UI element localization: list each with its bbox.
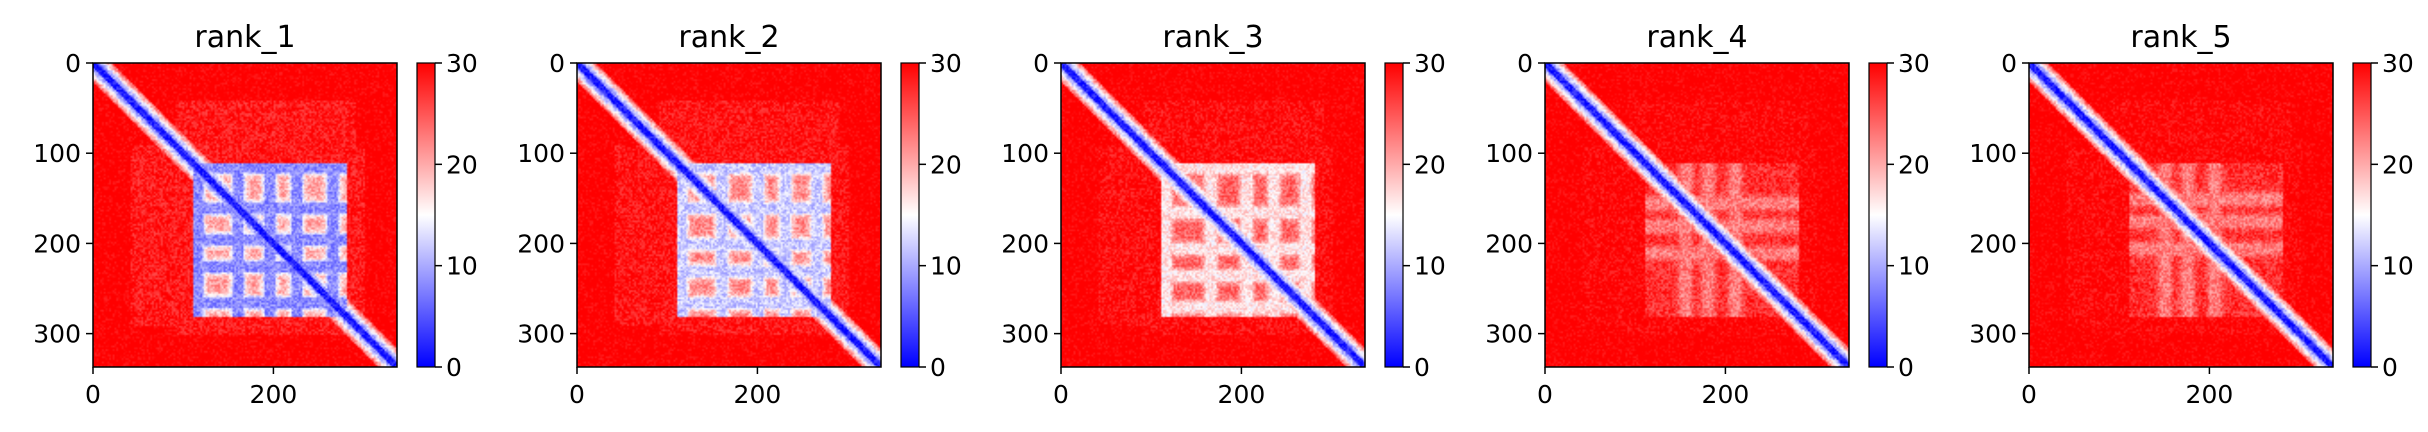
heatmap-frame xyxy=(576,62,882,368)
colorbar xyxy=(416,62,436,368)
x-tick-label: 0 xyxy=(1537,380,1553,409)
y-tick-label: 200 xyxy=(1485,229,1533,258)
colorbar xyxy=(900,62,920,368)
y-tick-label: 300 xyxy=(517,320,565,349)
colorbar xyxy=(1868,62,1888,368)
heatmap-image xyxy=(1545,63,1849,367)
heatmap-frame xyxy=(1060,62,1366,368)
colorbar-tick-label: 20 xyxy=(930,150,962,179)
x-tick-label: 0 xyxy=(569,380,585,409)
panel-rank_1: rank_1 0 100 200 300 0 200 0 10 20 30 xyxy=(33,20,478,409)
y-tick-label: 300 xyxy=(1485,320,1533,349)
colorbar-tick-label: 30 xyxy=(1898,49,1930,78)
heatmap-frame xyxy=(1544,62,1850,368)
colorbar-tick-label: 10 xyxy=(930,252,962,281)
y-tick-label: 100 xyxy=(517,139,565,168)
colorbar-tick-label: 0 xyxy=(1898,353,1914,382)
colorbar-tick-label: 30 xyxy=(2382,49,2414,78)
colorbar-tick-label: 30 xyxy=(1414,49,1446,78)
y-tick-label: 0 xyxy=(1033,49,1049,78)
colorbar xyxy=(1384,62,1404,368)
panel-title: rank_1 xyxy=(194,20,295,55)
heatmap-image xyxy=(2029,63,2333,367)
colorbar-tick-label: 0 xyxy=(930,353,946,382)
x-tick-label: 200 xyxy=(1702,380,1750,409)
y-tick-label: 0 xyxy=(2001,49,2017,78)
x-tick-label: 200 xyxy=(2186,380,2234,409)
panel-rank_2: rank_2 0 100 200 300 0 200 0 10 20 30 xyxy=(517,20,962,409)
x-tick-label: 200 xyxy=(1218,380,1266,409)
panel-title: rank_2 xyxy=(678,20,779,55)
y-tick-label: 300 xyxy=(1001,320,1049,349)
heatmap-image xyxy=(93,63,397,367)
y-tick-label: 100 xyxy=(1001,139,1049,168)
colorbar-tick-label: 10 xyxy=(2382,252,2414,281)
heatmap-frame xyxy=(92,62,398,368)
colorbar-tick-label: 20 xyxy=(446,150,478,179)
y-tick-label: 0 xyxy=(65,49,81,78)
colorbar-tick-label: 10 xyxy=(446,252,478,281)
colorbar-tick-label: 10 xyxy=(1414,252,1446,281)
y-tick-label: 300 xyxy=(33,320,81,349)
x-tick-label: 0 xyxy=(85,380,101,409)
colorbar-tick-label: 30 xyxy=(930,49,962,78)
colorbar xyxy=(2352,62,2372,368)
colorbar-tick-label: 0 xyxy=(2382,353,2398,382)
colorbar-tick-label: 20 xyxy=(2382,150,2414,179)
heatmap-frame xyxy=(2028,62,2334,368)
y-tick-label: 0 xyxy=(1517,49,1533,78)
x-tick-label: 0 xyxy=(2021,380,2037,409)
heatmap-image xyxy=(1061,63,1365,367)
colorbar-tick-label: 10 xyxy=(1898,252,1930,281)
y-tick-label: 200 xyxy=(1969,229,2017,258)
colorbar-tick-label: 0 xyxy=(446,353,462,382)
x-tick-label: 0 xyxy=(1053,380,1069,409)
y-tick-label: 100 xyxy=(33,139,81,168)
x-tick-label: 200 xyxy=(250,380,298,409)
panel-rank_3: rank_3 0 100 200 300 0 200 0 10 20 30 xyxy=(1001,20,1446,409)
y-tick-label: 100 xyxy=(1485,139,1533,168)
panel-rank_5: rank_5 0 100 200 300 0 200 0 10 20 30 xyxy=(1969,20,2414,409)
y-tick-label: 200 xyxy=(517,229,565,258)
colorbar-tick-label: 20 xyxy=(1414,150,1446,179)
y-tick-label: 100 xyxy=(1969,139,2017,168)
panel-rank_4: rank_4 0 100 200 300 0 200 0 10 20 30 xyxy=(1485,20,1930,409)
heatmap-image xyxy=(577,63,881,367)
x-tick-label: 200 xyxy=(734,380,782,409)
panel-title: rank_3 xyxy=(1162,20,1263,55)
y-tick-label: 200 xyxy=(33,229,81,258)
panel-title: rank_5 xyxy=(2130,20,2231,55)
y-tick-label: 300 xyxy=(1969,320,2017,349)
panel-title: rank_4 xyxy=(1646,20,1747,55)
colorbar-tick-label: 0 xyxy=(1414,353,1430,382)
y-tick-label: 0 xyxy=(549,49,565,78)
y-tick-label: 200 xyxy=(1001,229,1049,258)
colorbar-tick-label: 20 xyxy=(1898,150,1930,179)
colorbar-tick-label: 30 xyxy=(446,49,478,78)
